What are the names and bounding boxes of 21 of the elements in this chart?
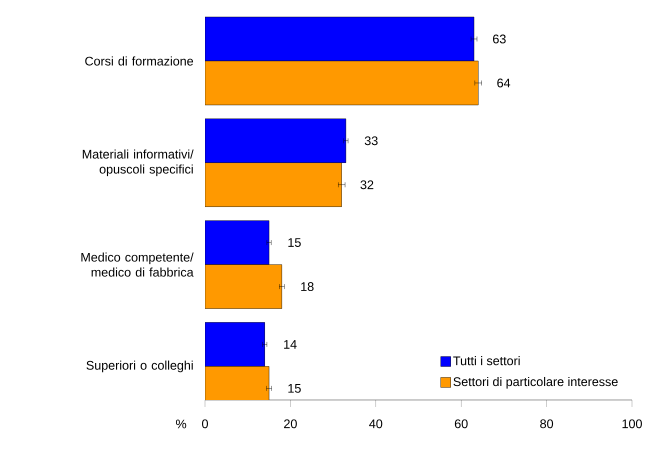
y-tick-label: Materiali informativi/ opuscoli specifici: [82, 149, 194, 176]
legend-label: Tutti i settori: [453, 356, 520, 366]
data-label: 33: [364, 136, 378, 146]
data-label: 15: [288, 384, 301, 393]
data-label: 63: [493, 34, 506, 44]
data-label: 18: [301, 282, 314, 292]
y-tick-label: Corsi di formazione: [85, 56, 194, 66]
x-tick-label: 40: [369, 419, 382, 428]
data-label: 14: [284, 340, 297, 349]
y-tick-label: Medico competente/ medico di fabbrica: [81, 252, 194, 277]
data-label: 64: [497, 78, 510, 88]
x-tick-label: 20: [284, 419, 297, 428]
x-tick-label: 100: [622, 419, 642, 428]
x-tick-label: 80: [540, 419, 554, 428]
x-tick-label: 60: [454, 419, 468, 428]
x-tick-label: 0: [202, 419, 208, 428]
x-axis-title: %: [176, 420, 186, 428]
data-label: 15: [288, 238, 301, 247]
data-label: 32: [360, 180, 374, 190]
legend-label: Settori di particolare interesse: [453, 376, 618, 389]
y-tick-label: Superiori o colleghi: [86, 360, 193, 372]
